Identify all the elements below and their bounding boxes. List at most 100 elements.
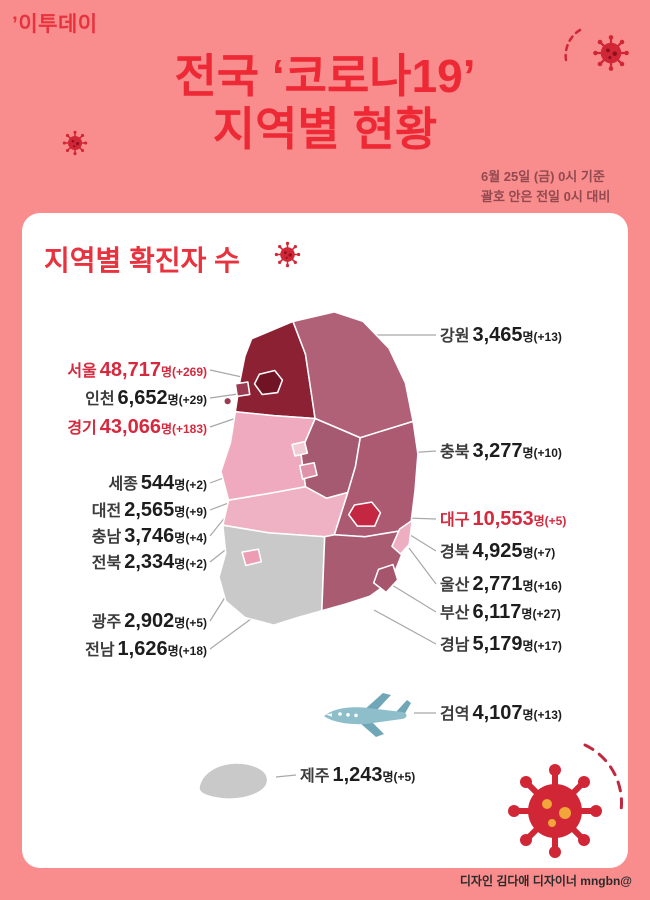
region-name: 경기 bbox=[67, 420, 97, 437]
region-value: 4,925 bbox=[472, 540, 523, 562]
region-label-incheon: 인천 6,652명(+29) bbox=[40, 385, 207, 413]
region-delta: 명(+17) bbox=[522, 639, 562, 653]
region-value: 3,465 bbox=[472, 324, 523, 346]
map-region-busan bbox=[372, 563, 399, 594]
page-title-line1: 전국 ‘코로나19’ bbox=[174, 50, 476, 102]
region-delta: 명(+29) bbox=[167, 393, 207, 407]
region-delta: 명(+183) bbox=[160, 422, 207, 436]
region-name: 광주 bbox=[91, 614, 122, 631]
region-name: 인천 bbox=[85, 391, 115, 408]
dash-arc-accent bbox=[583, 743, 623, 813]
region-name: 대전 bbox=[91, 503, 122, 520]
korea-choropleth-map bbox=[218, 311, 419, 626]
region-delta: 명(+7) bbox=[522, 546, 556, 560]
region-label-seoul: 서울 48,717명(+269) bbox=[40, 357, 207, 385]
region-value: 2,902 bbox=[124, 610, 175, 632]
map-region-daegu bbox=[347, 501, 382, 527]
region-label-gwangju: 광주 2,902명(+5) bbox=[40, 608, 207, 636]
region-name: 제주 bbox=[300, 768, 330, 785]
region-delta: 명(+5) bbox=[174, 616, 207, 630]
region-label-gyeongbuk: 경북 4,925명(+7) bbox=[440, 538, 555, 566]
date-note: 6월 25일 (금) 0시 기준 괄호 안은 전일 0시 대비 bbox=[481, 167, 610, 206]
region-delta: 명(+2) bbox=[174, 478, 207, 492]
map-region-jeonnam bbox=[218, 524, 326, 626]
region-value: 5,179 bbox=[472, 633, 523, 655]
region-name: 경남 bbox=[440, 637, 470, 654]
region-delta: 명(+10) bbox=[522, 446, 562, 460]
region-delta: 명(+13) bbox=[522, 708, 562, 722]
map-region-incheon bbox=[234, 381, 251, 398]
credit-text: 디자인 김다애 디자이너 mngbn@ bbox=[459, 874, 632, 888]
dash-accent bbox=[564, 28, 582, 62]
region-name: 서울 bbox=[67, 363, 97, 380]
map-region-seoul bbox=[253, 369, 284, 396]
region-label-quarantine: 검역 4,107명(+13) bbox=[440, 700, 562, 728]
region-value: 2,334 bbox=[124, 551, 175, 573]
region-delta: 명(+18) bbox=[167, 644, 207, 658]
region-name: 검역 bbox=[440, 706, 470, 723]
region-delta: 명(+16) bbox=[522, 579, 562, 593]
region-name: 충북 bbox=[440, 444, 470, 461]
region-value: 1,626 bbox=[117, 638, 168, 660]
page-title: 전국 ‘코로나19’ 지역별 현황 bbox=[0, 50, 650, 156]
map-region-gyeongnam bbox=[321, 530, 405, 612]
region-name: 전북 bbox=[91, 555, 122, 572]
publisher-logo: ’이투데이 bbox=[12, 13, 98, 36]
region-name: 울산 bbox=[440, 577, 470, 594]
region-label-daejeon: 대전 2,565명(+9) bbox=[40, 497, 207, 525]
region-name: 부산 bbox=[440, 605, 470, 622]
region-name: 대구 bbox=[440, 512, 470, 529]
region-label-ulsan: 울산 2,771명(+16) bbox=[440, 571, 562, 599]
virus-icon bbox=[592, 34, 630, 72]
card-heading: 지역별 확진자 수 bbox=[44, 245, 240, 276]
region-name: 전남 bbox=[85, 642, 115, 659]
region-value: 2,771 bbox=[472, 573, 523, 595]
region-delta: 명(+5) bbox=[533, 514, 567, 528]
region-label-chungbuk: 충북 3,277명(+10) bbox=[440, 438, 562, 466]
region-label-jeju: 제주 1,243명(+5) bbox=[300, 762, 415, 790]
airplane-icon bbox=[324, 693, 411, 737]
region-value: 6,117 bbox=[472, 601, 522, 623]
region-label-jeonbuk: 전북 2,334명(+2) bbox=[40, 549, 207, 577]
region-label-chungnam: 충남 3,746명(+4) bbox=[40, 523, 207, 551]
region-delta: 명(+269) bbox=[160, 365, 207, 379]
region-value: 3,277 bbox=[472, 440, 523, 462]
region-name: 강원 bbox=[440, 328, 470, 345]
region-label-gangwon: 강원 3,465명(+13) bbox=[440, 322, 562, 350]
region-value: 48,717 bbox=[99, 359, 161, 381]
virus-icon bbox=[62, 130, 88, 156]
region-value: 4,107 bbox=[472, 702, 523, 724]
region-value: 43,066 bbox=[99, 416, 161, 438]
region-value: 3,746 bbox=[124, 525, 175, 547]
region-name: 경북 bbox=[440, 544, 470, 561]
region-value: 6,652 bbox=[117, 387, 168, 409]
region-name: 세종 bbox=[108, 476, 138, 493]
map-region-incheon-island bbox=[223, 396, 233, 406]
region-value: 10,553 bbox=[472, 508, 534, 530]
date-note-line2: 괄호 안은 전일 0시 대비 bbox=[481, 188, 611, 204]
region-value: 2,565 bbox=[124, 499, 175, 521]
region-value: 544 bbox=[140, 472, 175, 494]
map-region-sejong bbox=[291, 440, 309, 457]
infographic-card: 지역별 확진자 수 bbox=[22, 213, 628, 868]
region-delta: 명(+2) bbox=[174, 557, 207, 571]
map-region-gwangju bbox=[241, 548, 263, 567]
jeju-island-shape bbox=[199, 763, 267, 799]
page-title-line2: 지역별 현황 bbox=[212, 102, 438, 155]
region-delta: 명(+5) bbox=[382, 770, 416, 784]
region-value: 1,243 bbox=[332, 764, 383, 786]
region-label-jeonnam: 전남 1,626명(+18) bbox=[40, 636, 207, 664]
region-delta: 명(+4) bbox=[174, 531, 207, 545]
region-label-gyeonggi: 경기 43,066명(+183) bbox=[40, 414, 207, 442]
region-delta: 명(+27) bbox=[521, 607, 561, 621]
region-label-gyeongnam: 경남 5,179명(+17) bbox=[440, 631, 562, 659]
map-region-ulsan bbox=[391, 519, 413, 555]
map-region-jeju bbox=[199, 763, 267, 799]
region-delta: 명(+13) bbox=[522, 330, 562, 344]
region-label-daegu: 대구 10,553명(+5) bbox=[440, 506, 566, 534]
region-name: 충남 bbox=[91, 529, 122, 546]
map-region-daejeon bbox=[298, 461, 318, 480]
region-label-busan: 부산 6,117명(+27) bbox=[440, 599, 561, 627]
date-note-line1: 6월 25일 (금) 0시 기준 bbox=[481, 169, 605, 184]
region-label-sejong: 세종 544명(+2) bbox=[40, 470, 207, 498]
